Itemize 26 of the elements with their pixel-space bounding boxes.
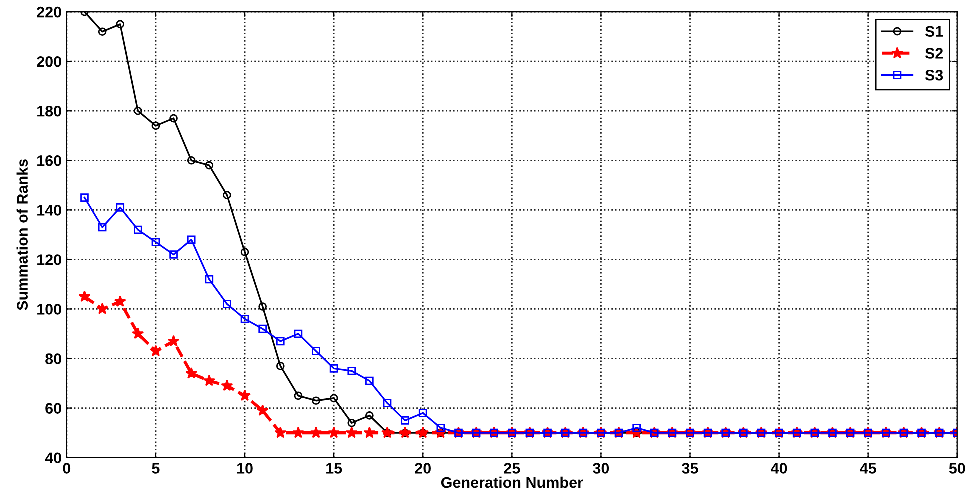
x-tick-label: 30 bbox=[593, 463, 610, 474]
x-tick-label: 20 bbox=[415, 463, 431, 474]
x-tick-label: 35 bbox=[682, 463, 698, 474]
y-tick-label: 160 bbox=[38, 156, 62, 166]
x-axis-title: Generation Number bbox=[441, 476, 584, 488]
y-tick-label: 100 bbox=[38, 304, 62, 315]
x-tick-label: 10 bbox=[237, 463, 253, 474]
legend-label: S3 bbox=[925, 70, 944, 81]
y-tick-label: 60 bbox=[46, 403, 62, 414]
y-tick-label: 180 bbox=[38, 106, 62, 117]
legend-label: S2 bbox=[925, 48, 944, 59]
x-tick-label: 15 bbox=[326, 463, 342, 474]
y-tick-label: 40 bbox=[45, 452, 62, 464]
x-tick-label: 25 bbox=[504, 463, 520, 474]
y-tick-label: 80 bbox=[46, 354, 62, 364]
x-tick-label: 0 bbox=[63, 463, 71, 474]
legend-label: S1 bbox=[925, 26, 944, 38]
y-tick-label: 140 bbox=[38, 205, 62, 216]
x-tick-label: 50 bbox=[949, 463, 966, 474]
y-tick-label: 120 bbox=[38, 254, 62, 266]
y-tick-label: 220 bbox=[37, 6, 62, 18]
x-tick-label: 40 bbox=[771, 463, 788, 474]
x-tick-label: 5 bbox=[152, 463, 160, 474]
y-tick-label: 200 bbox=[37, 56, 62, 68]
x-tick-label: 45 bbox=[860, 463, 876, 474]
y-axis-title: Summation of Ranks bbox=[16, 160, 28, 310]
